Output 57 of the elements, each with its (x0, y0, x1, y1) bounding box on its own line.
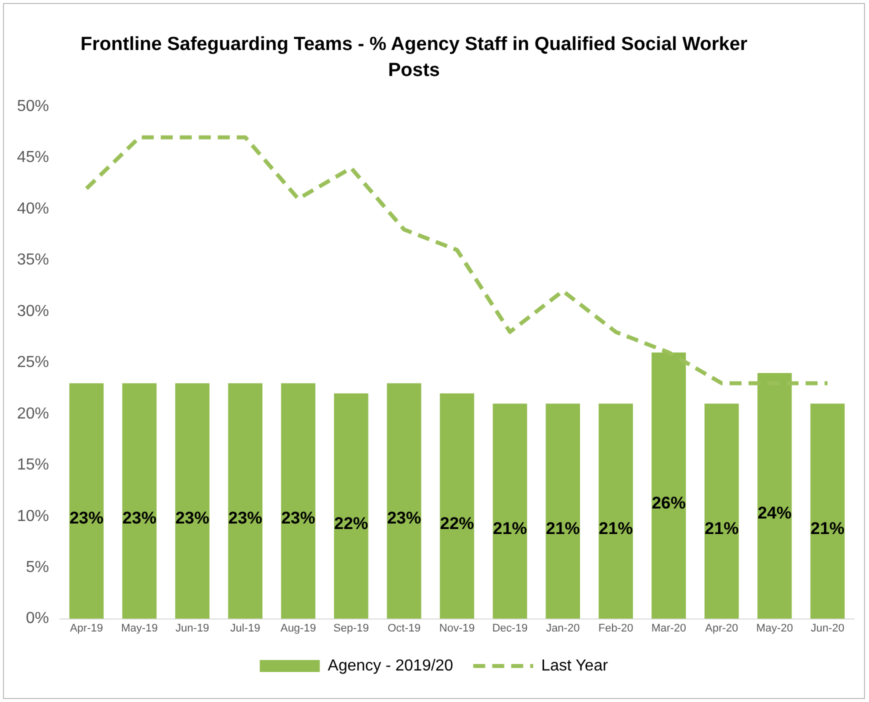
y-tick-label: 45% (16, 149, 50, 166)
bar (704, 404, 739, 619)
bar (386, 383, 422, 619)
data-label: 21% (810, 518, 845, 538)
x-tick-label: Mar-20 (651, 622, 686, 634)
bar (492, 404, 528, 619)
y-tick-label: 25% (16, 354, 50, 372)
y-tick-label: 10% (16, 508, 50, 525)
data-label: 26% (652, 493, 686, 512)
bar (69, 383, 104, 619)
x-tick-label: Sep-19 (333, 622, 369, 634)
x-tick-label: Dec-19 (492, 622, 528, 634)
y-tick-label: 15% (16, 456, 50, 474)
x-tick-label: May-20 (756, 622, 793, 634)
data-label: 21% (598, 518, 633, 538)
y-tick-label: 0% (26, 610, 50, 628)
x-tick-label: Apr-20 (705, 622, 738, 634)
bar (228, 383, 262, 619)
data-label: 23% (69, 508, 104, 528)
legend-label: Last Year (541, 657, 609, 674)
bar (810, 404, 845, 619)
legend-label: Agency - 2019/20 (328, 657, 454, 674)
data-label: 23% (175, 508, 210, 528)
x-tick-label: Jul-19 (230, 622, 260, 634)
x-tick-label: May-19 (121, 622, 158, 634)
data-label: 22% (440, 514, 474, 533)
y-tick-label: 20% (16, 405, 50, 422)
data-label: 23% (387, 508, 422, 528)
data-label: 21% (704, 518, 739, 538)
bar (440, 393, 474, 619)
x-tick-label: Aug-19 (280, 622, 316, 634)
x-tick-label: Oct-19 (388, 622, 421, 634)
x-tick-label: Nov-19 (439, 622, 475, 634)
data-label: 21% (546, 518, 580, 538)
bar (175, 383, 210, 619)
x-tick-label: Jun-19 (176, 622, 210, 634)
x-tick-label: Feb-20 (598, 622, 634, 634)
bar (334, 393, 368, 619)
bar (281, 383, 316, 619)
y-tick-label: 5% (26, 558, 50, 576)
y-tick-label: 30% (16, 302, 50, 320)
data-label: 23% (281, 508, 316, 528)
x-tick-label: Jun-20 (810, 622, 844, 634)
data-label: 23% (228, 508, 262, 528)
y-tick-label: 40% (16, 200, 50, 218)
y-tick-label: 50% (16, 98, 50, 116)
data-label: 22% (334, 514, 368, 533)
chart-title: Frontline Safeguarding Teams - % Agency Staff in Qualified Social Worker Posts (80, 33, 748, 83)
bar (122, 383, 157, 619)
data-label: 24% (758, 504, 792, 523)
x-tick-label: Jan-20 (546, 622, 580, 634)
bar (546, 404, 580, 619)
x-tick-label: Apr-19 (70, 622, 104, 634)
data-label: 21% (492, 518, 527, 538)
y-tick-label: 35% (16, 252, 50, 269)
data-label: 23% (122, 508, 156, 528)
bar (598, 404, 633, 619)
